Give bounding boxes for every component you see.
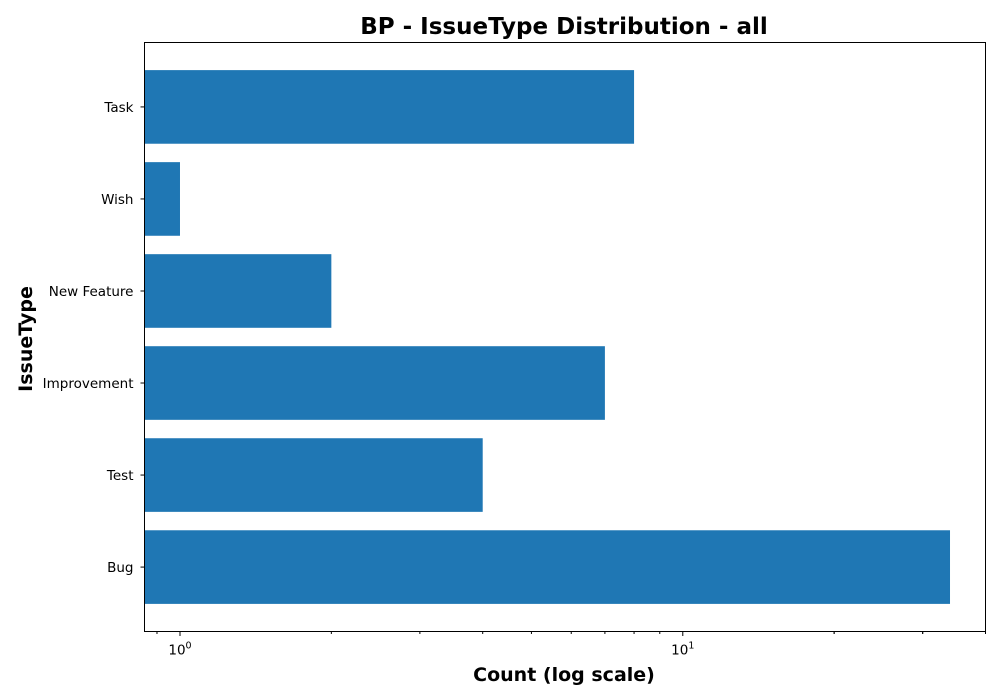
bar-new-feature (144, 254, 332, 328)
y-tick-label: Test (106, 468, 134, 484)
bar-task (144, 70, 635, 144)
x-tick-label: 101 (671, 641, 694, 659)
x-axis-label: Count (log scale) (473, 664, 655, 686)
plot-frame (144, 42, 986, 632)
y-tick-label: New Feature (49, 284, 134, 300)
y-ticks: Bug Test Improvement New Feature Wish Task (43, 100, 145, 576)
x-tick-label: 100 (168, 641, 191, 659)
y-tick-label: Bug (107, 560, 133, 576)
y-tick-label: Improvement (43, 376, 134, 392)
bar-wish (144, 162, 180, 236)
chart-title: BP - IssueType Distribution - all (360, 14, 768, 40)
y-axis-label: IssueType (15, 286, 37, 392)
bar-test (144, 438, 483, 512)
x-ticks: 100 101 (156, 631, 986, 659)
bar-improvement (144, 346, 605, 420)
y-tick-label: Wish (101, 192, 133, 208)
bars (144, 70, 951, 604)
bar-bug (144, 530, 951, 604)
y-tick-label: Task (103, 100, 133, 116)
